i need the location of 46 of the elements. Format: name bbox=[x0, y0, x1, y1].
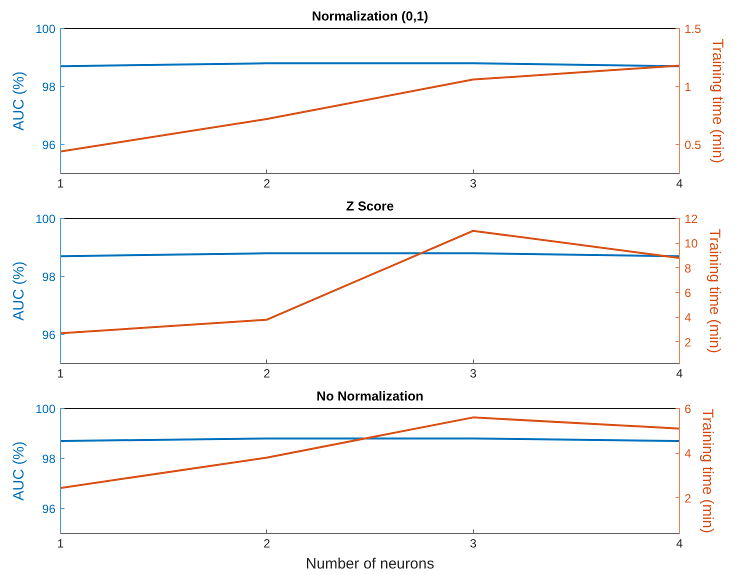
y2-tick-label: 4 bbox=[684, 310, 692, 325]
x-tick-label: 4 bbox=[676, 176, 684, 190]
y2-tick-label: 8 bbox=[684, 261, 692, 276]
x-tick-label: 4 bbox=[676, 366, 684, 380]
x-tick-label: 4 bbox=[676, 536, 684, 550]
line-series bbox=[60, 64, 680, 152]
y-tick-label: 98 bbox=[42, 452, 56, 466]
y2-tick-label: 6 bbox=[684, 286, 692, 300]
y2-tick-label: 1 bbox=[684, 80, 692, 94]
y-tick-label: 100 bbox=[35, 402, 56, 416]
y-tick-label: 100 bbox=[35, 212, 56, 226]
y-tick-label: 98 bbox=[42, 80, 56, 94]
y-axis-title: AUC (%) bbox=[10, 441, 28, 501]
x-tick-label: 2 bbox=[263, 366, 270, 380]
y-tick-label: 96 bbox=[42, 328, 56, 342]
y-tick-label: 98 bbox=[42, 270, 56, 284]
y2-tick-label: 12 bbox=[684, 212, 698, 226]
y2-axis-title: Training time (min) bbox=[699, 408, 716, 534]
y-tick-label: 96 bbox=[42, 502, 56, 516]
y2-tick-label: 2 bbox=[684, 491, 692, 506]
y2-tick-label: 4 bbox=[684, 446, 692, 461]
chart-title: No Normalization bbox=[316, 388, 424, 404]
line-series bbox=[60, 230, 680, 334]
chart-title: Z Score bbox=[346, 198, 394, 214]
x-tick-label: 1 bbox=[57, 176, 64, 190]
x-tick-label: 1 bbox=[57, 536, 64, 550]
x-tick-label: 2 bbox=[263, 536, 270, 550]
chart-title: Normalization (0,1) bbox=[312, 8, 428, 24]
y-axis-title: AUC (%) bbox=[10, 71, 28, 131]
x-tick-label: 1 bbox=[57, 366, 64, 380]
x-tick-label: 3 bbox=[470, 176, 477, 190]
y2-tick-label: 10 bbox=[684, 236, 698, 251]
y-tick-label: 96 bbox=[42, 138, 56, 152]
y-axis-title: AUC (%) bbox=[10, 261, 28, 321]
line-series bbox=[60, 416, 680, 489]
y2-tick-label: 1.5 bbox=[684, 22, 702, 36]
y2-tick-label: 6 bbox=[684, 402, 692, 416]
y-tick-label: 100 bbox=[35, 22, 56, 36]
x-axis-title: Number of neurons bbox=[306, 556, 434, 572]
x-tick-label: 3 bbox=[470, 366, 477, 380]
x-tick-label: 2 bbox=[263, 176, 270, 190]
y2-tick-label: 2 bbox=[684, 335, 692, 350]
y2-axis-title: Training time (min) bbox=[706, 228, 723, 354]
y2-axis-title: Training time (min) bbox=[709, 38, 726, 164]
y2-tick-label: 0.5 bbox=[684, 138, 702, 152]
x-tick-label: 3 bbox=[470, 536, 477, 550]
